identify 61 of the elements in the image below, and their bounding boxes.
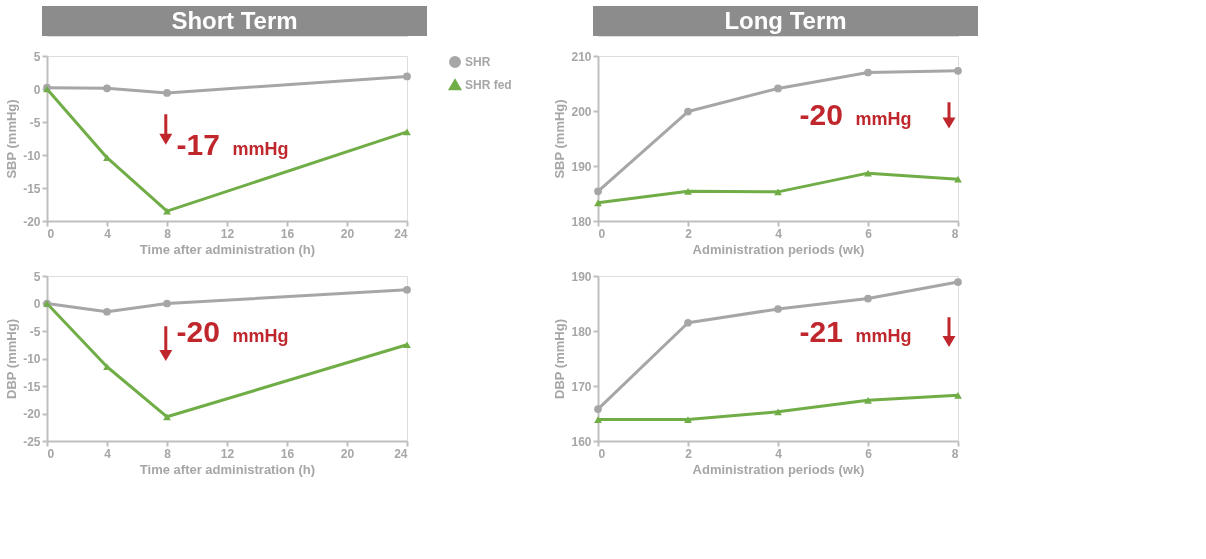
y-tick-label: 190 — [571, 269, 592, 284]
x-axis-title: Time after administration (h) — [139, 461, 316, 477]
y-tick-label: 5 — [33, 269, 41, 284]
y-tick-label: 160 — [571, 434, 592, 449]
x-axis-title: Administration periods (wk) — [692, 241, 865, 257]
x-tick-label: 6 — [865, 226, 873, 241]
y-tick-label: -20 — [23, 407, 41, 421]
x-tick-label: 16 — [280, 226, 295, 241]
y-tick-label: 210 — [571, 49, 592, 64]
y-axis-title: SBP (mmHg) — [4, 99, 20, 179]
y-tick-label: -20 — [23, 214, 41, 229]
legend-label: SHR — [465, 55, 491, 69]
y-tick-label: -15 — [23, 379, 41, 394]
x-tick-label: 8 — [164, 226, 172, 241]
y-tick-label: 5 — [33, 49, 41, 64]
annotation: -17 mmHg — [176, 128, 289, 161]
y-tick-label: 180 — [571, 214, 592, 229]
x-tick-label: 0 — [598, 226, 606, 241]
x-tick-label: 20 — [340, 446, 355, 461]
chart-title: Short Term — [171, 7, 298, 34]
y-axis-title: DBP (mmHg) — [552, 319, 568, 399]
y-axis-title: DBP (mmHg) — [4, 319, 20, 399]
x-axis-title: Time after administration (h) — [139, 241, 316, 257]
y-tick-label: -25 — [23, 434, 41, 449]
x-tick-label: 8 — [951, 446, 959, 461]
y-axis-title: SBP (mmHg) — [552, 99, 568, 179]
x-axis-title: Administration periods (wk) — [692, 461, 865, 477]
x-tick-label: 4 — [104, 226, 112, 241]
x-tick-label: 12 — [220, 446, 235, 461]
x-tick-label: 8 — [951, 226, 959, 241]
x-tick-label: 0 — [47, 226, 55, 241]
x-tick-label: 12 — [220, 226, 235, 241]
annotation: -20 mmHg — [176, 315, 289, 348]
x-tick-label: 24 — [394, 226, 408, 241]
y-tick-label: 170 — [571, 379, 592, 394]
x-tick-label: 0 — [598, 446, 606, 461]
annotation: -20 mmHg — [799, 98, 912, 132]
x-tick-label: 20 — [340, 226, 355, 241]
annotation: -21 mmHg — [799, 315, 912, 348]
x-tick-label: 6 — [865, 446, 873, 461]
x-tick-label: 4 — [104, 446, 112, 461]
y-tick-label: 200 — [571, 104, 592, 119]
x-tick-label: 24 — [394, 446, 408, 461]
chart-title: Long Term — [724, 7, 847, 34]
y-tick-label: -15 — [23, 181, 41, 196]
y-tick-label: -10 — [23, 352, 41, 366]
y-tick-label: 0 — [33, 82, 41, 97]
y-tick-label: 190 — [571, 159, 592, 174]
x-tick-label: 8 — [164, 446, 172, 461]
y-tick-label: -5 — [29, 324, 41, 339]
y-tick-label: 0 — [33, 297, 41, 311]
y-tick-label: -10 — [23, 148, 41, 163]
y-tick-label: 180 — [571, 324, 592, 339]
x-tick-label: 0 — [47, 446, 55, 461]
legend-label: SHR fed — [465, 78, 512, 92]
x-tick-label: 16 — [280, 446, 295, 461]
x-tick-label: 4 — [775, 446, 783, 461]
x-tick-label: 4 — [775, 226, 783, 241]
x-tick-label: 2 — [685, 446, 693, 461]
y-tick-label: -5 — [29, 115, 41, 130]
x-tick-label: 2 — [685, 226, 693, 241]
